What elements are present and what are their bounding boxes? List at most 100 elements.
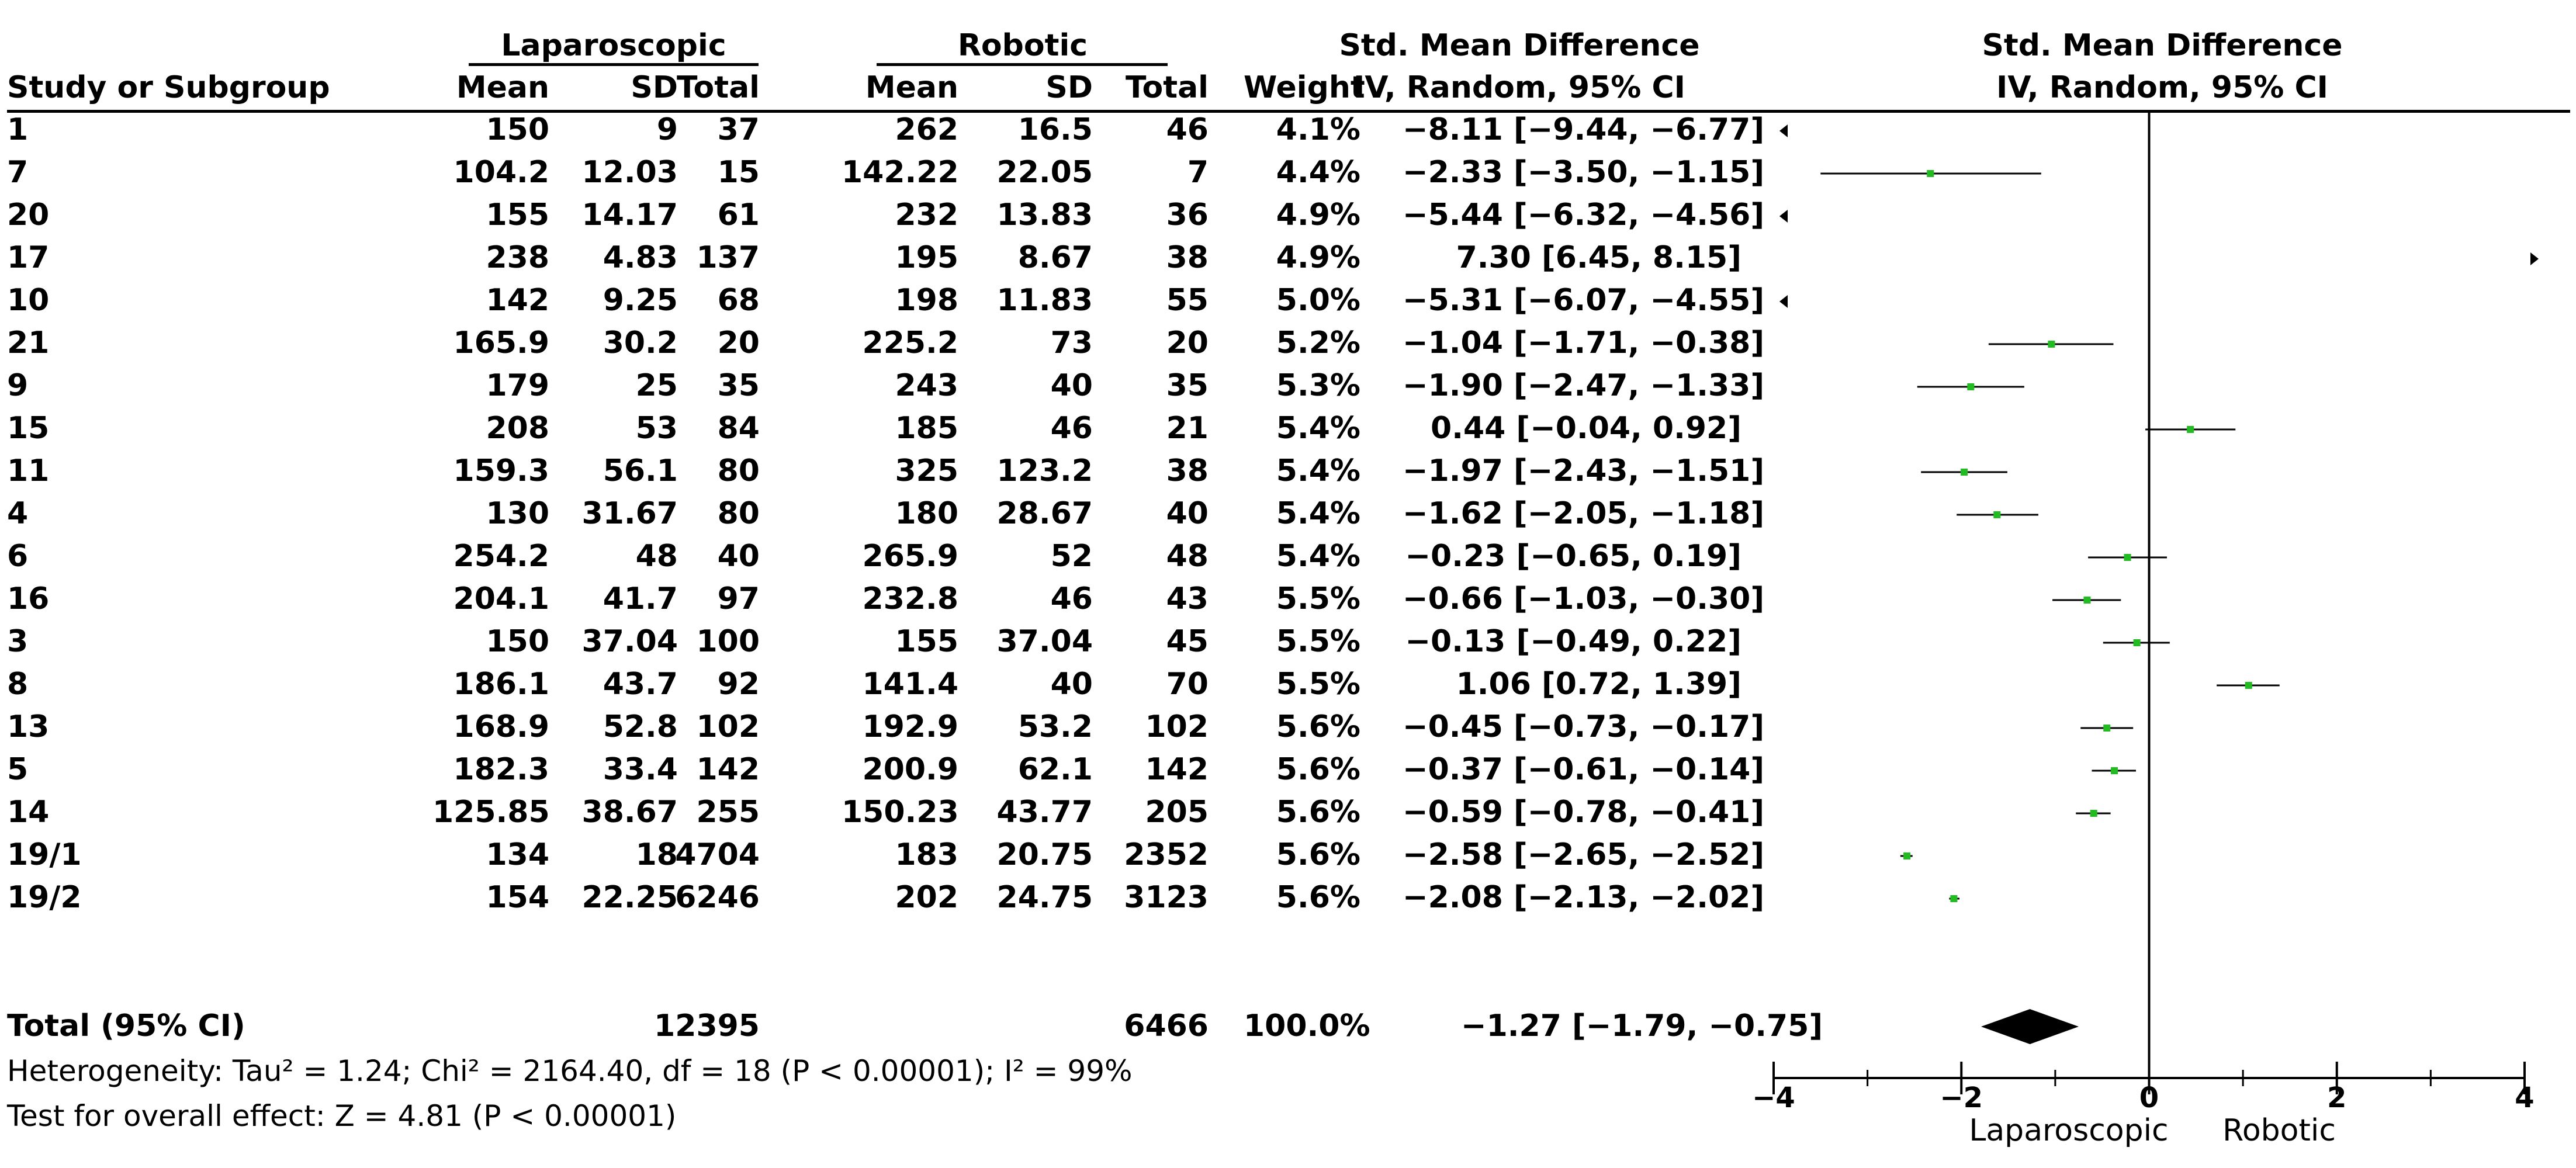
study-id: 19/1 [7,837,82,872]
sd1-cell: 56.1 [603,453,678,488]
ci-cell: −1.04 [−1.71, −0.38] [1403,325,1765,361]
total2-cell: 38 [1166,453,1209,488]
total2-cell: 40 [1166,496,1209,531]
mean1-cell: 150 [486,112,549,147]
mean1-cell: 130 [486,496,549,531]
group2-underline [877,63,1168,66]
weight-cell: 5.6% [1276,837,1360,872]
total2-cell: 21 [1166,411,1209,446]
mean2-cell: 232 [895,197,958,233]
sd1-cell: 9 [656,112,678,147]
point-estimate [1967,383,1975,390]
total2-cell: 2352 [1124,837,1209,872]
mean2-cell: 265.9 [862,539,958,574]
sd1-cell: 33.4 [603,752,678,787]
x-tick-label: −2 [1940,1082,1983,1114]
total1-cell: 4704 [675,837,760,872]
ci-cell: −2.33 [−3.50, −1.15] [1403,155,1765,190]
sd1-cell: 38.67 [581,795,678,830]
sd2-cell: 73 [1050,325,1093,361]
heterogeneity-text: Heterogeneity: Tau² = 1.24; Chi² = 2164.… [7,1054,1133,1088]
sd1-cell: 31.67 [581,496,678,531]
total2-cell: 20 [1166,325,1209,361]
off-scale-left-arrow [1779,124,1788,137]
sd1-cell: 53 [635,411,678,446]
total2-cell: 55 [1166,283,1209,318]
total2-cell: 70 [1166,667,1209,702]
sd1-cell: 9.25 [603,283,678,318]
smd-table-header: Std. Mean Difference [1339,28,1700,63]
mean2-cell: 198 [895,283,958,318]
sd1-cell: 30.2 [603,325,678,361]
sd2-cell: 11.83 [996,283,1093,318]
mean2-cell: 155 [895,624,958,659]
study-id: 9 [7,368,29,403]
mean1-cell: 254.2 [453,539,549,574]
sd2-cell: 13.83 [996,197,1093,233]
point-estimate [1950,895,1958,902]
ci-cell: −5.44 [−6.32, −4.56] [1403,197,1765,233]
sd2-cell: 24.75 [996,880,1093,915]
ci-cell: −0.66 [−1.03, −0.30] [1403,581,1765,616]
total1-cell: 84 [717,411,760,446]
ci-cell: −0.23 [−0.65, 0.19] [1405,539,1741,574]
study-id: 7 [7,155,29,190]
weight-cell: 5.6% [1276,880,1360,915]
sd1-cell: 43.7 [603,667,678,702]
point-estimate [2187,426,2194,433]
ci-cell: −2.08 [−2.13, −2.02] [1403,880,1765,915]
point-estimate [2111,767,2118,774]
mean2-cell: 243 [895,368,958,403]
mean1-cell: 179 [486,368,549,403]
total2-cell: 102 [1145,709,1209,744]
weight-cell: 5.4% [1276,496,1360,531]
study-id: 1 [7,112,29,147]
point-estimate [2103,725,2111,732]
mean2-header: Mean [865,70,958,105]
ci-cell: −8.11 [−9.44, −6.77] [1403,112,1765,147]
mean1-cell: 134 [486,837,549,872]
sd2-cell: 123.2 [996,453,1093,488]
sd1-cell: 25 [635,368,678,403]
total2-cell: 3123 [1124,880,1209,915]
mean2-cell: 232.8 [862,581,958,616]
mean1-cell: 150 [486,624,549,659]
group1-header: Laparoscopic [501,28,726,63]
sd1-header: SD [631,70,678,105]
weight-cell: 5.6% [1276,795,1360,830]
weight-cell: 5.5% [1276,581,1360,616]
x-tick-label: 2 [2327,1082,2346,1114]
header-rule [7,110,2570,113]
sd2-cell: 20.75 [996,837,1093,872]
mean2-cell: 262 [895,112,958,147]
total2-cell: 48 [1166,539,1209,574]
mean1-cell: 165.9 [453,325,549,361]
sd2-cell: 28.67 [996,496,1093,531]
mean2-cell: 141.4 [862,667,958,702]
sd1-cell: 14.17 [581,197,678,233]
point-estimate [2083,597,2091,604]
ci-cell: −1.90 [−2.47, −1.33] [1403,368,1765,403]
mean2-cell: 180 [895,496,958,531]
sd2-cell: 62.1 [1017,752,1093,787]
weight-cell: 4.9% [1276,197,1360,233]
study-id: 17 [7,240,50,275]
mean1-cell: 168.9 [453,709,549,744]
point-estimate [1927,170,1934,177]
weight-cell: 4.9% [1276,240,1360,275]
mean1-cell: 186.1 [453,667,549,702]
mean2-cell: 183 [895,837,958,872]
weight-cell: 4.4% [1276,155,1360,190]
point-estimate [2245,682,2252,689]
total-weight: 100.0% [1244,1008,1370,1044]
total1-cell: 97 [717,581,760,616]
sd2-cell: 52 [1050,539,1093,574]
ci-cell: −0.45 [−0.73, −0.17] [1403,709,1765,744]
ci-cell: 0.44 [−0.04, 0.92] [1431,411,1741,446]
point-estimate [1961,469,1968,476]
sd1-cell: 48 [635,539,678,574]
weight-header: Weight [1244,70,1365,105]
favours-left-label: Laparoscopic [1969,1113,2169,1148]
ci-plot-header: IV, Random, 95% CI [1996,70,2328,105]
